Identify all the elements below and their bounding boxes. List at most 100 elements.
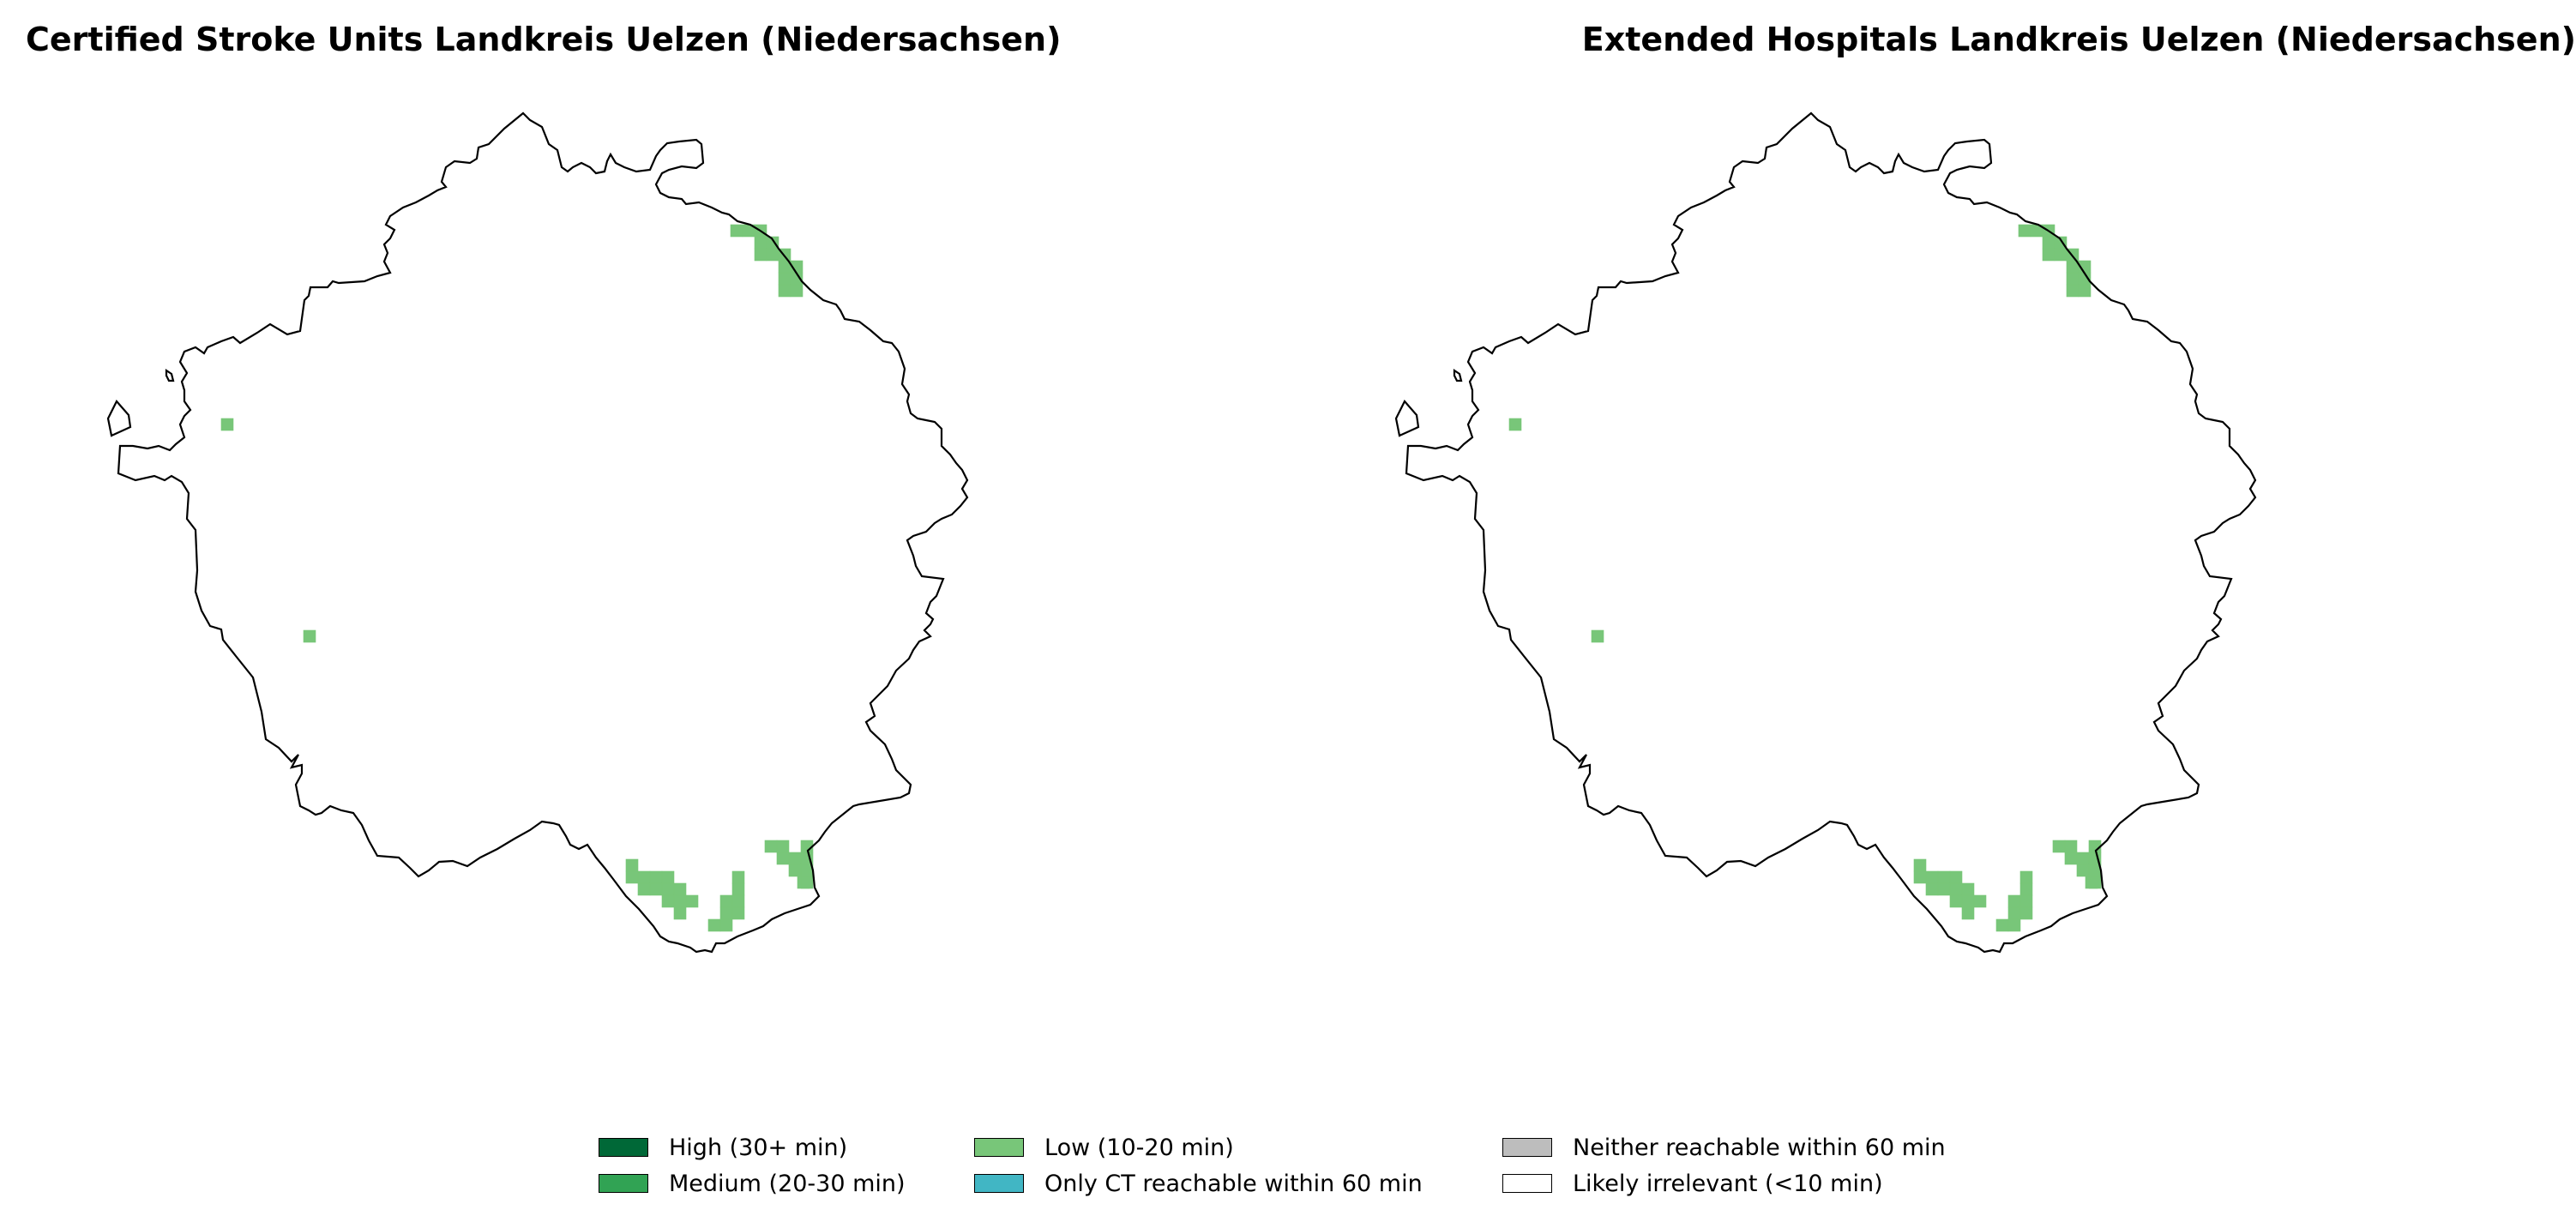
low-accessibility-cell (625, 858, 639, 872)
low-accessibility-cell (2019, 894, 2033, 908)
low-accessibility-cell (776, 852, 790, 865)
low-accessibility-cell (2018, 224, 2031, 238)
low-accessibility-cell (1925, 882, 1939, 896)
low-accessibility-cell (649, 882, 663, 896)
low-accessibility-cell (2042, 248, 2055, 262)
low-accessibility-cell (731, 894, 745, 908)
low-accessibility-cell (764, 840, 778, 853)
low-accessibility-cell (1508, 418, 1522, 431)
low-accessibility-cell (2078, 284, 2091, 298)
legend-label-low: Low (10-20 min) (1044, 1134, 1234, 1161)
low-accessibility-cell (1949, 870, 1963, 884)
low-accessibility-cell (1937, 882, 1951, 896)
low-accessibility-cell (625, 870, 639, 884)
low-accessibility-cell (673, 906, 687, 920)
low-accessibility-cell (730, 224, 743, 238)
low-accessibility-cell (2076, 864, 2090, 877)
low-accessibility-cell (649, 870, 663, 884)
low-accessibility-cell (707, 918, 721, 932)
low-accessibility-cell (2066, 272, 2079, 286)
low-accessibility-cell (303, 629, 316, 643)
map-panel-certified: Certified Stroke Units Landkreis Uelzen … (0, 0, 1288, 1081)
legend-item-neither: Neither reachable within 60 min (1502, 1130, 1946, 1165)
district-islet-small-extended (1453, 368, 1463, 382)
low-accessibility-cell (790, 284, 803, 298)
low-accessibility-cell (1961, 882, 1975, 896)
district-islet-certified (106, 400, 132, 437)
legend-label-only-ct: Only CT reachable within 60 min (1044, 1170, 1423, 1197)
district-map-certified (106, 111, 969, 954)
low-accessibility-cell (731, 882, 745, 896)
low-accessibility-cell (731, 906, 745, 920)
low-accessibility-cell (2007, 894, 2021, 908)
district-islet-small-certified (165, 368, 175, 382)
low-accessibility-cell (788, 852, 802, 865)
low-accessibility-cell (1913, 870, 1927, 884)
low-accessibility-cell (2019, 870, 2033, 884)
low-accessibility-cell (673, 882, 687, 896)
low-accessibility-cell (719, 894, 733, 908)
low-accessibility-cell (661, 870, 675, 884)
low-accessibility-cell (1961, 894, 1975, 908)
low-accessibility-cell (800, 876, 814, 889)
low-accessibility-cell (1925, 870, 1939, 884)
low-accessibility-cell (685, 894, 699, 908)
legend-label-high: High (30+ min) (669, 1134, 848, 1161)
low-accessibility-cell (1995, 918, 2009, 932)
legend-label-neither: Neither reachable within 60 min (1573, 1134, 1946, 1161)
low-accessibility-cell (673, 894, 687, 908)
low-accessibility-cell (719, 918, 733, 932)
map-title-certified: Certified Stroke Units Landkreis Uelzen … (26, 21, 1062, 58)
low-accessibility-cell (2088, 876, 2102, 889)
legend-label-irrelevant: Likely irrelevant (<10 min) (1573, 1170, 1883, 1197)
legend-swatch-low (974, 1138, 1024, 1157)
low-accessibility-cell (766, 248, 779, 262)
low-accessibility-cell (2066, 284, 2079, 298)
low-accessibility-cell (661, 894, 675, 908)
legend-swatch-irrelevant (1502, 1174, 1552, 1193)
low-accessibility-cell (788, 864, 802, 877)
low-accessibility-cell (1973, 894, 1987, 908)
legend-item-irrelevant: Likely irrelevant (<10 min) (1502, 1166, 1883, 1201)
low-cells-certified (220, 224, 814, 932)
low-accessibility-cell (1937, 870, 1951, 884)
legend-item-low: Low (10-20 min) (974, 1130, 1234, 1165)
low-accessibility-cell (2019, 906, 2033, 920)
low-accessibility-cell (731, 870, 745, 884)
low-accessibility-cell (778, 284, 791, 298)
low-accessibility-cell (776, 840, 790, 853)
map-title-extended: Extended Hospitals Landkreis Uelzen (Nie… (1581, 21, 2576, 58)
low-accessibility-cell (778, 272, 791, 286)
low-accessibility-cell (1591, 629, 1604, 643)
low-accessibility-cell (1913, 858, 1927, 872)
district-outline-certified (117, 111, 969, 954)
legend-swatch-medium (599, 1174, 648, 1193)
low-accessibility-cell (2064, 840, 2078, 853)
low-accessibility-cell (1949, 894, 1963, 908)
legend-item-high: High (30+ min) (599, 1130, 847, 1165)
low-accessibility-cell (2052, 840, 2066, 853)
low-accessibility-cell (2054, 248, 2067, 262)
legend-swatch-neither (1502, 1138, 1552, 1157)
low-accessibility-cell (754, 248, 767, 262)
legend-item-medium: Medium (20-30 min) (599, 1166, 906, 1201)
low-accessibility-cell (719, 906, 733, 920)
legend-swatch-only-ct (974, 1174, 1024, 1193)
map-panel-extended: Extended Hospitals Landkreis Uelzen (Nie… (1288, 0, 2576, 1081)
low-accessibility-cell (2019, 882, 2033, 896)
low-accessibility-cell (637, 870, 651, 884)
low-accessibility-cell (1949, 882, 1963, 896)
legend-label-medium: Medium (20-30 min) (669, 1170, 906, 1197)
low-accessibility-cell (2007, 918, 2021, 932)
low-accessibility-cell (2064, 852, 2078, 865)
district-outline-extended (1405, 111, 2257, 954)
district-map-extended (1394, 111, 2257, 954)
low-accessibility-cell (637, 882, 651, 896)
low-accessibility-cell (2076, 852, 2090, 865)
low-cells-extended (1508, 224, 2102, 932)
low-accessibility-cell (2042, 236, 2055, 250)
legend-item-only-ct: Only CT reachable within 60 min (974, 1166, 1423, 1201)
low-accessibility-cell (754, 236, 767, 250)
low-accessibility-cell (220, 418, 234, 431)
legend-swatch-high (599, 1138, 648, 1157)
